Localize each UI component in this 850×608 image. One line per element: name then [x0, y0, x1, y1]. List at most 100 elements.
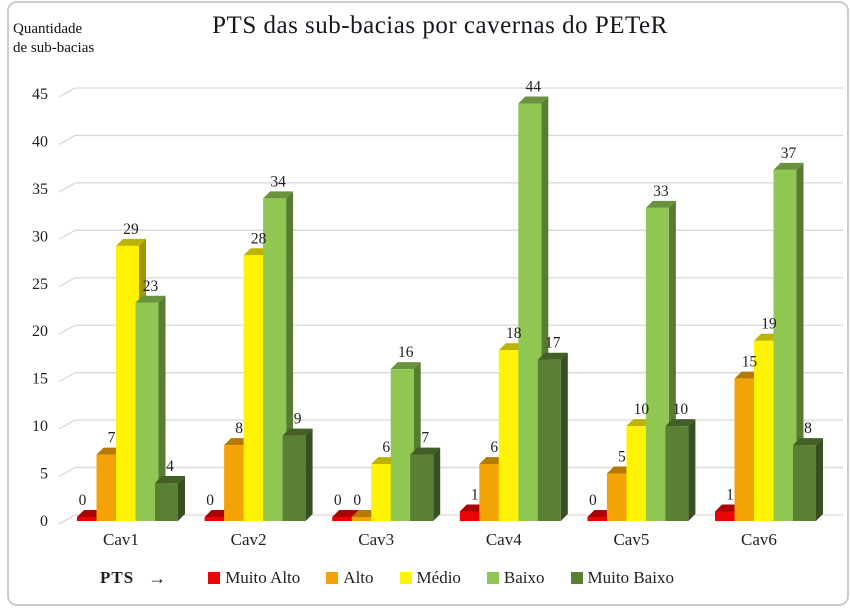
value-label: 1: [726, 487, 734, 504]
bar: [263, 198, 287, 521]
value-label: 7: [108, 430, 116, 447]
legend-arrow-icon: →: [148, 567, 167, 588]
bar: [793, 445, 816, 521]
legend-swatch-icon: [486, 572, 499, 584]
value-label: 15: [742, 354, 758, 371]
bar: [665, 426, 689, 521]
bar: [282, 435, 306, 521]
bar: [626, 426, 650, 521]
bar-side: [688, 419, 696, 521]
value-label: 8: [804, 420, 812, 437]
bar-top: [410, 447, 441, 455]
gridline-depth: [58, 87, 76, 98]
value-label: 0: [334, 492, 342, 509]
bar-top: [665, 419, 696, 427]
legend-item-m-dio: Médio: [399, 568, 461, 588]
x-category-label: Cav1: [103, 530, 139, 549]
bar-top: [263, 191, 294, 199]
value-label: 23: [143, 278, 159, 295]
legend-item-baixo: Baixo: [486, 568, 545, 588]
gridline-depth: [58, 514, 76, 525]
bar-top: [116, 238, 146, 246]
value-label: 10: [673, 401, 689, 418]
legend-items: Muito Alto Alto Médio Baixo Muito Baixo: [208, 568, 674, 588]
bar: [116, 245, 139, 522]
legend-item-muito-baixo: Muito Baixo: [570, 568, 674, 588]
legend-swatch-icon: [399, 572, 412, 584]
bar-top: [135, 295, 166, 303]
bar: [204, 517, 228, 521]
y-tick-label: 35: [32, 181, 48, 198]
bar: [224, 445, 248, 521]
y-tick-label: 30: [32, 228, 48, 245]
gridline-depth: [58, 419, 76, 430]
bar-top: [773, 162, 804, 170]
legend-swatch-icon: [570, 572, 583, 584]
legend-item-label: Baixo: [503, 568, 545, 587]
y-tick-label: 45: [32, 86, 48, 103]
bar: [518, 103, 542, 521]
legend-item-label: Muito Alto: [225, 568, 301, 587]
bar: [479, 464, 503, 521]
x-category-label: Cav3: [358, 530, 394, 549]
y-axis-title-line2: de sub-bacias: [13, 40, 95, 56]
bar-side: [433, 447, 441, 521]
value-label: 7: [421, 430, 429, 447]
value-label: 8: [235, 420, 243, 437]
bar-top: [155, 476, 185, 484]
bar: [606, 473, 630, 521]
chart-legend: PTS → Muito Alto Alto Médio Baixo Muito Baix…: [0, 562, 850, 594]
value-label: 44: [526, 78, 542, 95]
value-label: 34: [270, 173, 286, 190]
bar: [135, 302, 159, 521]
bar: [587, 517, 611, 521]
y-tick-label: 5: [40, 466, 48, 483]
y-axis-title-line1: Quantidade: [13, 21, 83, 37]
gridline-depth: [58, 324, 76, 335]
value-label: 18: [506, 325, 522, 342]
x-category-label: Cav5: [613, 530, 649, 549]
bar: [155, 483, 178, 521]
bar: [96, 454, 120, 521]
bar-side: [158, 295, 166, 521]
value-label: 33: [653, 183, 669, 200]
value-label: 29: [123, 221, 139, 238]
chart-title: PTS das sub-bacias por cavernas do PETeR: [212, 12, 668, 39]
bar: [459, 511, 483, 521]
value-label: 19: [761, 316, 777, 333]
gridline-depth: [58, 229, 76, 240]
bar: [371, 464, 395, 521]
value-label: 9: [294, 411, 302, 428]
bar-top: [518, 96, 549, 104]
legend-item-label: Médio: [416, 568, 461, 587]
bar-top: [282, 428, 313, 436]
bar: [715, 511, 738, 521]
value-label: 0: [589, 492, 597, 509]
value-label: 4: [166, 458, 174, 475]
bar-side: [305, 428, 313, 521]
bar-top: [793, 438, 823, 446]
bar: [243, 255, 267, 522]
bar: [734, 378, 758, 521]
bar-side: [796, 162, 804, 521]
value-label: 0: [79, 492, 87, 509]
value-label: 17: [545, 335, 561, 352]
y-tick-label: 0: [40, 513, 48, 530]
gridline-depth: [58, 372, 76, 383]
legend-title: PTS: [100, 568, 135, 587]
bar: [390, 369, 414, 521]
bar: [77, 517, 100, 521]
gridline-depth: [58, 182, 76, 193]
x-category-label: Cav4: [486, 530, 522, 549]
bar-side: [816, 438, 823, 521]
gridline-depth: [58, 277, 76, 288]
legend-swatch-icon: [326, 572, 339, 584]
bar: [410, 454, 434, 521]
x-category-label: Cav2: [231, 530, 267, 549]
bar: [645, 207, 669, 521]
bar: [498, 350, 522, 521]
bar: [537, 359, 561, 521]
y-tick-label: 20: [32, 323, 48, 340]
gridline-depth: [58, 134, 76, 146]
